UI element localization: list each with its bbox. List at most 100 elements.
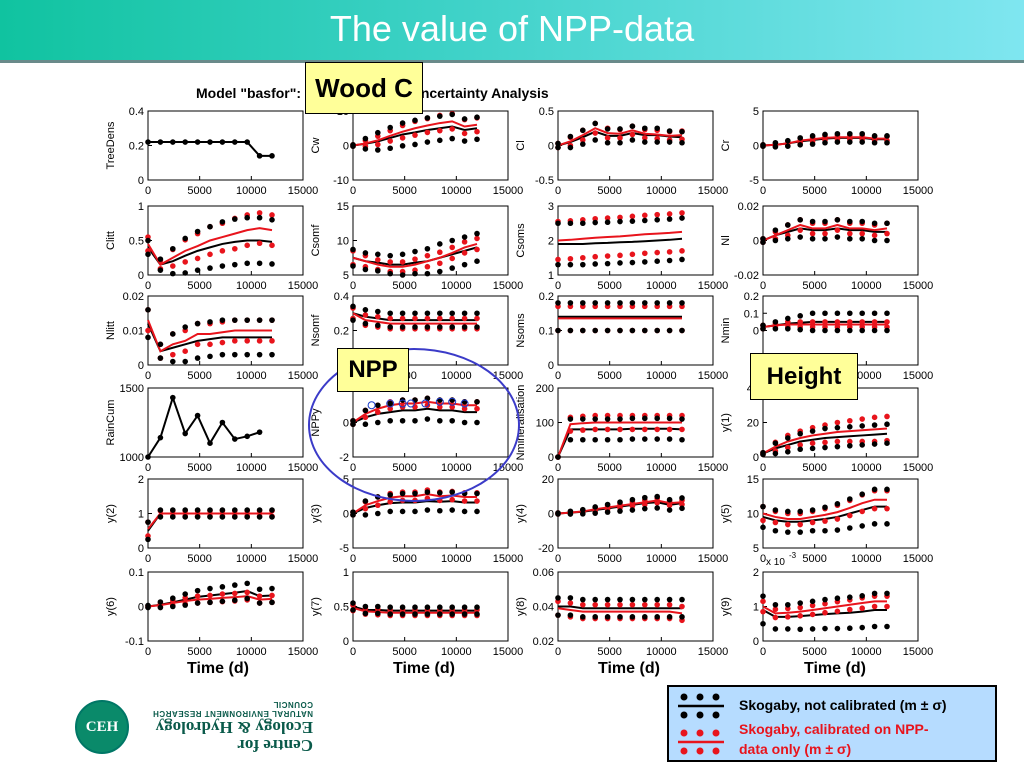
- uncalibrated-upper-point: [555, 140, 561, 147]
- uncalibrated-lower-point: [194, 600, 201, 606]
- uncalibrated-upper-point: [399, 310, 406, 317]
- calibrated-lower-point: [580, 137, 586, 143]
- uncalibrated-lower-point: [399, 324, 406, 330]
- calibrated-upper-point: [847, 319, 853, 325]
- calibrated-upper-point: [629, 601, 636, 608]
- uncalibrated-lower-point: [604, 614, 611, 620]
- x-tick-label: 10000: [236, 553, 267, 565]
- y-tick-label: 0.4: [334, 291, 349, 303]
- uncalibrated-lower-point: [772, 450, 779, 457]
- uncalibrated-upper-point: [194, 320, 201, 327]
- uncalibrated-lower-point: [822, 444, 828, 451]
- uncalibrated-upper-point: [207, 507, 213, 513]
- x-tick-label: 10000: [851, 185, 882, 197]
- calibrated-lower-point: [375, 502, 381, 509]
- uncalibrated-lower-point: [412, 508, 418, 515]
- calibrated-upper-point: [604, 215, 611, 221]
- calibrated-lower-point: [654, 500, 660, 506]
- x-tick-label: 0: [555, 370, 561, 382]
- ceh-emblem: CEH: [75, 700, 129, 754]
- uncalibrated-upper-point: [170, 245, 176, 252]
- uncalibrated-upper-point: [412, 604, 418, 610]
- calibrated-lower-point: [256, 240, 263, 247]
- uncalibrated-upper-point: [437, 310, 443, 317]
- x-tick-label: 15000: [698, 185, 729, 197]
- uncalibrated-upper-point: [244, 317, 250, 323]
- series-point: [269, 153, 275, 159]
- uncalibrated-lower-point: [461, 508, 468, 515]
- legend-symbols: [678, 693, 724, 755]
- uncalibrated-lower-point: [629, 614, 636, 620]
- uncalibrated-lower-point: [797, 529, 803, 535]
- calibrated-upper-point: [822, 319, 828, 325]
- uncalibrated-lower-point: [859, 442, 865, 448]
- x-tick-label: 0: [145, 370, 151, 382]
- uncalibrated-lower-point: [617, 260, 623, 266]
- calibrated-upper-point: [437, 249, 443, 256]
- x-tick-label: 5000: [187, 280, 211, 292]
- uncalibrated-lower-point: [449, 265, 456, 271]
- uncalibrated-upper-point: [157, 507, 164, 513]
- x-tick-label: 5000: [802, 280, 826, 292]
- uncalibrated-upper-point: [629, 300, 636, 306]
- uncalibrated-lower-point: [399, 272, 406, 278]
- uncalibrated-lower-point: [760, 325, 766, 332]
- uncalibrated-lower-point: [617, 436, 623, 443]
- uncalibrated-upper-point: [772, 319, 779, 325]
- uncalibrated-upper-point: [785, 601, 791, 608]
- calibrated-upper-point: [592, 601, 598, 608]
- legend-calibrated-line1: Skogaby, calibrated on NPP-: [739, 721, 929, 737]
- y-tick-label: 15: [337, 201, 349, 213]
- x-tick-label: 10000: [851, 370, 882, 382]
- calibrated-upper-point: [797, 604, 803, 611]
- uncalibrated-lower-point: [617, 614, 623, 620]
- uncalibrated-lower-point: [847, 442, 853, 449]
- uncalibrated-upper-point: [809, 598, 816, 605]
- x-tick-label: 15000: [698, 553, 729, 565]
- calibrated-upper-point: [834, 419, 841, 426]
- x-tick-label: 10000: [646, 280, 677, 292]
- ceh-logo-text: Centre for Ecology & Hydrology NATURAL E…: [133, 700, 313, 755]
- calibrated-lower-point: [884, 505, 890, 512]
- x-tick-label: 15000: [903, 462, 934, 474]
- calibrated-lower-point: [617, 426, 623, 433]
- x-tick-label: 5000: [187, 370, 211, 382]
- uncalibrated-upper-point: [375, 129, 381, 136]
- uncalibrated-upper-point: [182, 324, 188, 330]
- uncalibrated-lower-point: [399, 508, 406, 515]
- legend-uncalibrated: Skogaby, not calibrated (m ± σ): [739, 697, 947, 713]
- uncalibrated-upper-point: [437, 604, 443, 610]
- x-tick-label: 5000: [597, 185, 621, 197]
- calibrated-lower-point: [629, 251, 636, 258]
- y-tick-label: -5: [339, 543, 349, 555]
- calibrated-upper-point: [387, 315, 394, 322]
- uncalibrated-lower-point: [145, 334, 151, 341]
- calibrated-lower-point: [642, 135, 648, 141]
- uncalibrated-lower-point: [145, 536, 151, 543]
- x-tick-label: 5000: [187, 185, 211, 197]
- y-tick-label: 2: [548, 236, 554, 248]
- uncalibrated-upper-point: [362, 250, 369, 256]
- uncalibrated-upper-point: [654, 217, 660, 223]
- uncalibrated-upper-point: [679, 596, 685, 603]
- subplot-y9: 0 1 2 0 5000 10000 15000 y(9): [720, 567, 933, 658]
- y-tick-label: 0: [138, 543, 144, 555]
- calibrated-upper-point: [256, 210, 263, 216]
- uncalibrated-lower-point: [847, 235, 853, 242]
- uncalibrated-lower-point: [847, 525, 853, 531]
- uncalibrated-lower-point: [834, 139, 841, 145]
- x-tick-label: 15000: [903, 370, 934, 382]
- x-tick-label: 5000: [597, 553, 621, 565]
- calibrated-lower-point: [461, 498, 468, 504]
- calibrated-lower-point: [244, 338, 250, 344]
- uncalibrated-upper-point: [772, 139, 779, 146]
- uncalibrated-lower-point: [350, 317, 356, 323]
- uncalibrated-lower-point: [871, 521, 878, 527]
- calibrated-upper-point: [859, 416, 865, 422]
- uncalibrated-lower-point: [592, 614, 598, 620]
- uncalibrated-lower-point: [822, 527, 828, 534]
- uncalibrated-upper-point: [269, 507, 275, 513]
- uncalibrated-upper-point: [604, 126, 611, 132]
- y-axis-label: Nmin: [720, 318, 732, 344]
- subplot-csoms: 1 2 3 0 5000 10000 15000 Csoms: [515, 201, 728, 292]
